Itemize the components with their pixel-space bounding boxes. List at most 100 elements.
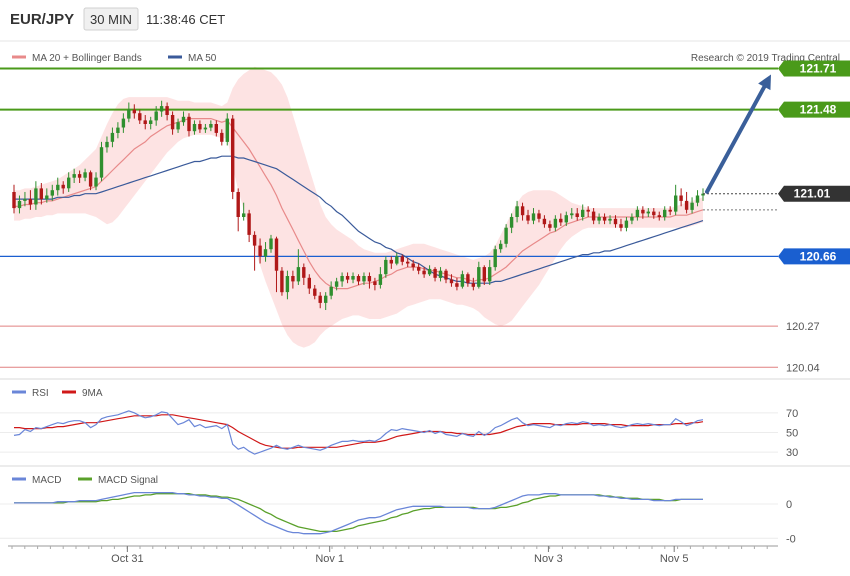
level-tag-1 — [778, 101, 850, 118]
candle-body — [591, 211, 596, 221]
candle-body — [50, 190, 54, 196]
candle — [411, 259, 415, 271]
candle — [400, 254, 404, 266]
candle — [296, 249, 301, 285]
legend-ma50-label: MA 50 — [188, 53, 217, 64]
timeframe-label[interactable]: 30 MIN — [90, 12, 132, 27]
legend-ma20-label: MA 20 + Bollinger Bands — [32, 53, 142, 64]
candle-body — [176, 122, 180, 130]
candle — [176, 118, 180, 133]
candle-body — [12, 192, 16, 209]
candle-body — [127, 109, 131, 119]
candle — [373, 277, 377, 291]
candle — [307, 274, 311, 294]
candle-body — [302, 267, 306, 278]
candle-body — [417, 267, 421, 271]
candle — [449, 274, 454, 287]
price-legend: MA 20 + Bollinger Bands MA 50 Research ©… — [12, 53, 840, 64]
candle — [384, 256, 388, 278]
candle — [542, 215, 547, 228]
candle-body — [646, 211, 650, 214]
candle-body — [695, 195, 700, 203]
candle — [285, 270, 290, 300]
candle-body — [438, 270, 443, 278]
level-tag-label-1: 121.48 — [800, 103, 837, 117]
legend-rsi-label: RSI — [32, 388, 49, 399]
rsi-grid: 30 50 70 — [0, 408, 798, 459]
candle-body — [247, 213, 251, 235]
candle-body — [641, 209, 645, 214]
candle — [663, 206, 667, 221]
candle-body — [690, 202, 694, 210]
candle — [99, 141, 104, 182]
candle — [406, 258, 410, 268]
candle — [39, 183, 43, 205]
candle-body — [449, 279, 454, 284]
candle-body — [274, 238, 279, 271]
candle — [597, 213, 601, 225]
candle-body — [701, 193, 705, 196]
candle — [695, 190, 700, 207]
candle — [61, 181, 65, 194]
candle-body — [296, 267, 301, 282]
level-tag-label-0: 121.71 — [800, 62, 837, 76]
candle — [389, 256, 393, 269]
candle-body — [252, 234, 257, 246]
candle-body — [203, 127, 208, 130]
candle — [329, 281, 333, 300]
candle — [362, 272, 366, 285]
candle — [23, 191, 27, 207]
candle — [17, 195, 22, 214]
candle — [67, 172, 71, 192]
candle — [280, 267, 284, 296]
macd-grid: 0 -0 — [0, 499, 796, 545]
candle — [302, 263, 306, 285]
candle — [427, 265, 432, 277]
candle-body — [499, 243, 503, 250]
candle — [214, 120, 218, 137]
time-label-2: Nov 3 — [534, 553, 563, 565]
candle — [187, 113, 191, 137]
candle-body — [72, 174, 76, 178]
macd-tick-label-0: 0 — [786, 499, 792, 511]
forecast-arrow-shaft — [705, 84, 767, 194]
rsi-lines — [13, 410, 704, 455]
candle — [466, 272, 470, 287]
candle-body — [280, 270, 284, 293]
candle — [531, 208, 536, 225]
candle-body — [138, 113, 142, 121]
candle-body — [663, 209, 667, 217]
candle — [220, 129, 224, 146]
candle-body — [17, 200, 22, 209]
candle-body — [231, 118, 235, 192]
candle-body — [83, 172, 87, 178]
macd-signal-line — [14, 493, 703, 533]
level-tag-2 — [778, 248, 850, 265]
candle-body — [263, 249, 268, 257]
candle — [559, 213, 563, 226]
candle — [438, 267, 443, 282]
candle-body — [570, 213, 574, 216]
candle — [72, 168, 76, 184]
candle-body — [433, 268, 437, 278]
candle — [378, 267, 383, 289]
timeframe-box[interactable] — [83, 7, 139, 31]
candle-body — [471, 283, 475, 287]
candle-body — [88, 172, 93, 187]
candle — [324, 292, 328, 311]
candle — [591, 208, 596, 225]
candle — [138, 109, 142, 124]
candle — [624, 217, 629, 232]
candle — [499, 240, 503, 253]
rsi-tick-label-1: 50 — [786, 428, 798, 440]
candle — [45, 188, 49, 203]
candle — [132, 104, 136, 119]
candle-body — [329, 286, 333, 296]
candle-body — [170, 115, 175, 130]
candle — [231, 115, 235, 200]
candle — [77, 170, 82, 184]
candle — [690, 197, 694, 214]
candle-body — [39, 188, 43, 200]
time-axis: Oct 31 Nov 1 Nov 3 Nov 5 — [11, 546, 768, 565]
candle — [646, 208, 650, 217]
